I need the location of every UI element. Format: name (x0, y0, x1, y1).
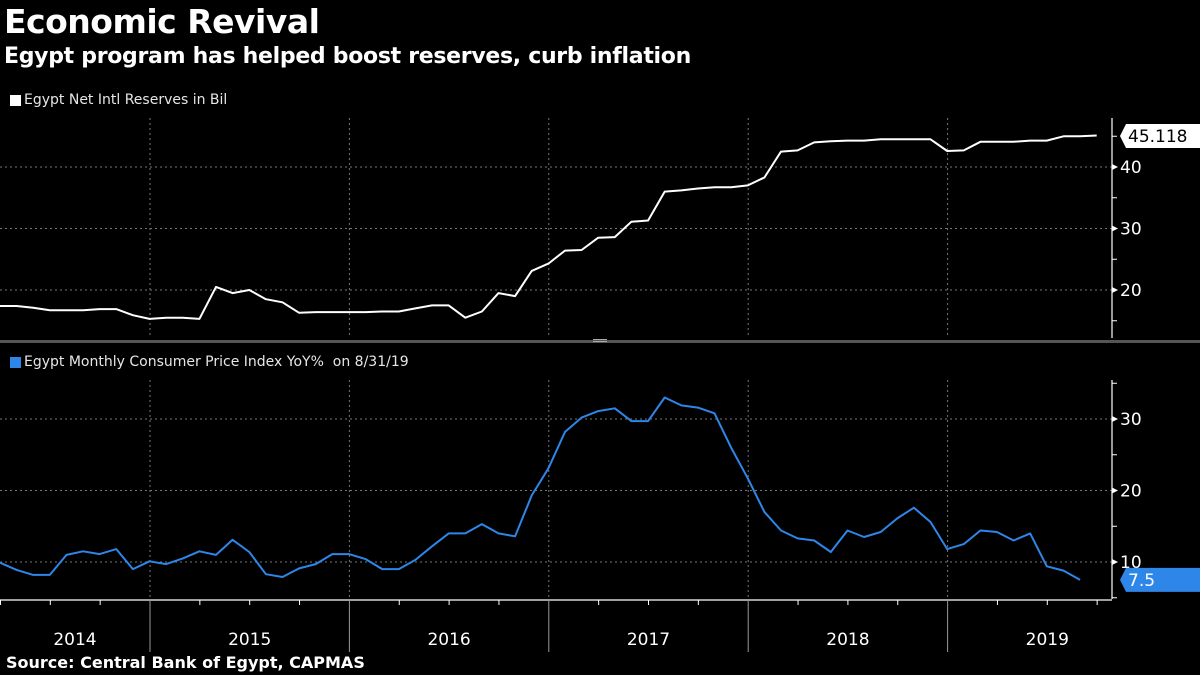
source-note: Source: Central Bank of Egypt, CAPMAS (6, 653, 365, 672)
last-value-badge-cpi (1120, 567, 1200, 592)
x-year-label: 2016 (427, 630, 470, 650)
legend-label-cpi: Egypt Monthly Consumer Price Index YoY% … (24, 354, 409, 370)
series-line-reserves (0, 134, 1097, 320)
y-tick-label-reserves: 40 (1120, 158, 1142, 178)
legend-cpi: Egypt Monthly Consumer Price Index YoY% … (10, 354, 409, 370)
x-year-label: 2019 (1026, 630, 1069, 650)
chart-subtitle: Egypt program has helped boost reserves,… (4, 44, 691, 69)
x-year-label: 2014 (53, 630, 96, 650)
y-tick-label-reserves: 30 (1120, 220, 1142, 240)
chart-title: Economic Revival (4, 2, 320, 41)
last-value-label-cpi: 7.5 (1128, 571, 1155, 591)
legend-swatch-cpi (10, 356, 21, 368)
x-year-label: 2017 (627, 630, 670, 650)
series-line-cpi (0, 396, 1081, 581)
y-tick-marker-reserves (1112, 164, 1118, 170)
legend-label-reserves: Egypt Net Intl Reserves in Bil (24, 92, 228, 108)
y-tick-marker-cpi (1112, 559, 1118, 565)
y-tick-label-cpi: 30 (1120, 410, 1142, 430)
panel-resize-grip (593, 339, 607, 340)
y-tick-marker-reserves (1112, 287, 1118, 293)
last-value-label-reserves: 45.118 (1128, 127, 1187, 147)
y-tick-marker-cpi (1112, 487, 1118, 494)
last-value-badge-reserves (1120, 124, 1200, 148)
x-year-label: 2018 (826, 630, 869, 650)
legend-swatch-reserves (10, 94, 21, 106)
panel-resize-grip (593, 341, 607, 342)
y-tick-label-reserves: 20 (1120, 281, 1142, 301)
legend-reserves: Egypt Net Intl Reserves in Bil (10, 92, 227, 108)
x-year-label: 2015 (228, 630, 271, 650)
y-tick-label-cpi: 20 (1120, 482, 1142, 502)
y-tick-marker-reserves (1112, 225, 1118, 232)
y-tick-marker-cpi (1112, 416, 1118, 422)
